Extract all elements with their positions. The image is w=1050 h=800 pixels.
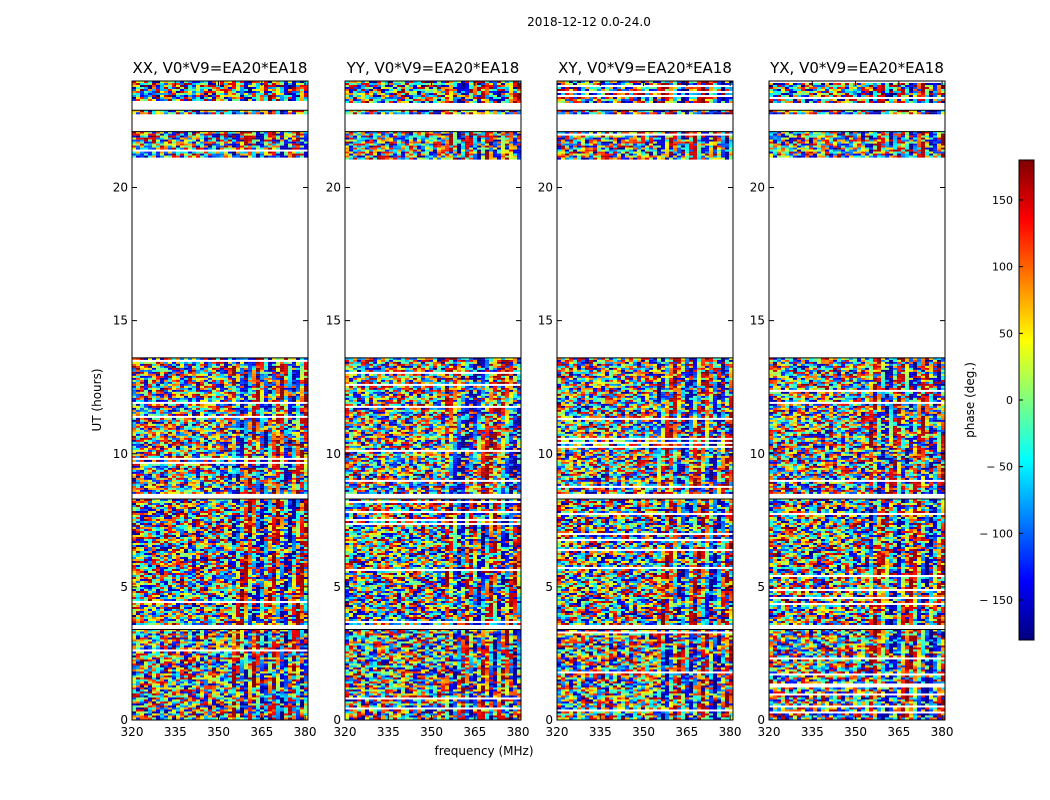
panel-title: YX, V0*V9=EA20*EA18 [769,59,944,77]
data-block-3 [132,131,308,158]
data-block-1 [132,498,308,626]
panel-frame [344,80,522,721]
figure-suptitle: 2018-12-12 0.0-24.0 [527,15,651,29]
data-block-4 [557,109,733,115]
phase-cells [769,81,945,720]
y-tick-label: 15 [113,314,128,328]
data-block-2 [769,357,945,494]
y-tick-label: 20 [326,181,341,195]
panel-frame [768,80,946,721]
data-block-0 [132,628,308,720]
y-tick-label: 10 [750,447,765,461]
y-tick-label: 20 [538,181,553,195]
phase-cells [132,81,308,720]
x-tick-label: 335 [377,725,400,739]
x-tick-label: 365 [463,725,486,739]
colorbar-label: phase (deg.) [963,362,977,438]
data-block-4 [345,109,521,115]
y-tick-label: 0 [333,713,341,727]
y-tick-label: 10 [538,447,553,461]
x-tick-label: 350 [632,725,655,739]
y-tick-label: 5 [545,580,553,594]
y-tick-label: 5 [120,580,128,594]
x-tick-label: 350 [844,725,867,739]
phase-cells [345,81,521,720]
colorbar-tick-label: 150 [992,194,1013,207]
y-tick-label: 5 [333,580,341,594]
y-tick-label: 10 [113,447,128,461]
x-tick-label: 335 [164,725,187,739]
data-block-2 [557,357,733,494]
y-tick-label: 20 [113,181,128,195]
data-block-1 [769,498,945,626]
x-tick-label: 380 [294,725,317,739]
panel-title: YY, V0*V9=EA20*EA18 [346,59,520,77]
y-tick-label: 15 [538,314,553,328]
data-block-4 [769,109,945,115]
x-tick-label: 380 [507,725,530,739]
x-tick-label: 320 [546,725,569,739]
colorbar-tick-label: − 150 [979,594,1013,607]
y-tick-label: 15 [326,314,341,328]
data-block-5 [557,81,733,103]
panel-1: YY, V0*V9=EA20*EA18 320 335 350 365 380 0 5 10 15… [326,59,530,739]
shared-x-axis-label: frequency (MHz) [434,744,533,758]
panel-3: YX, V0*V9=EA20*EA18 320 335 350 365 380 0 5 10 15… [750,59,954,739]
data-block-3 [557,131,733,160]
data-block-0 [769,628,945,720]
y-tick-label: 15 [750,314,765,328]
x-tick-label: 335 [589,725,612,739]
data-block-5 [769,81,945,103]
x-tick-label: 320 [758,725,781,739]
data-block-4 [132,109,308,115]
shared-y-axis-label: UT (hours) [90,368,104,431]
data-block-5 [132,81,308,101]
x-tick-label: 365 [887,725,910,739]
colorbar-tick-label: 0 [1006,394,1013,407]
data-block-2 [132,357,308,494]
colorbar-tick-label: − 50 [986,461,1013,474]
data-block-1 [345,498,521,626]
data-block-1 [557,498,733,626]
panel-2: XY, V0*V9=EA20*EA18 320 335 350 365 380 0 5 10 15… [538,59,742,739]
y-tick-label: 0 [757,713,765,727]
panel-title: XX, V0*V9=EA20*EA18 [133,59,308,77]
data-block-0 [557,628,733,720]
data-block-2 [345,357,521,494]
heatmap-panels: XX, V0*V9=EA20*EA18 320 335 350 365 380 0 5 10 15… [113,59,954,739]
phase-colorbar: 150 100 50 0 − 50 − 100 − 150 [979,159,1035,641]
y-tick-label: 20 [750,181,765,195]
x-tick-label: 335 [801,725,824,739]
x-tick-label: 380 [719,725,742,739]
panel-frame [131,80,309,721]
data-block-3 [769,131,945,158]
y-tick-label: 10 [326,447,341,461]
y-tick-label: 0 [120,713,128,727]
panel-0: XX, V0*V9=EA20*EA18 320 335 350 365 380 0 5 10 15… [113,59,317,739]
phase-cells [557,81,733,720]
colorbar-tick-label: 100 [992,261,1013,274]
data-block-0 [345,628,521,720]
panel-title: XY, V0*V9=EA20*EA18 [558,59,732,77]
x-tick-label: 365 [250,725,273,739]
colorbar-tick-label: − 100 [979,527,1013,540]
y-tick-label: 0 [545,713,553,727]
colorbar-tick-label: 50 [999,327,1013,340]
x-tick-label: 380 [931,725,954,739]
panel-frame [556,80,734,721]
data-block-5 [345,81,521,103]
x-tick-label: 350 [420,725,443,739]
x-tick-label: 365 [675,725,698,739]
y-tick-label: 5 [757,580,765,594]
x-tick-label: 320 [121,725,144,739]
x-tick-label: 350 [207,725,230,739]
x-tick-label: 320 [334,725,357,739]
data-block-3 [345,131,521,160]
